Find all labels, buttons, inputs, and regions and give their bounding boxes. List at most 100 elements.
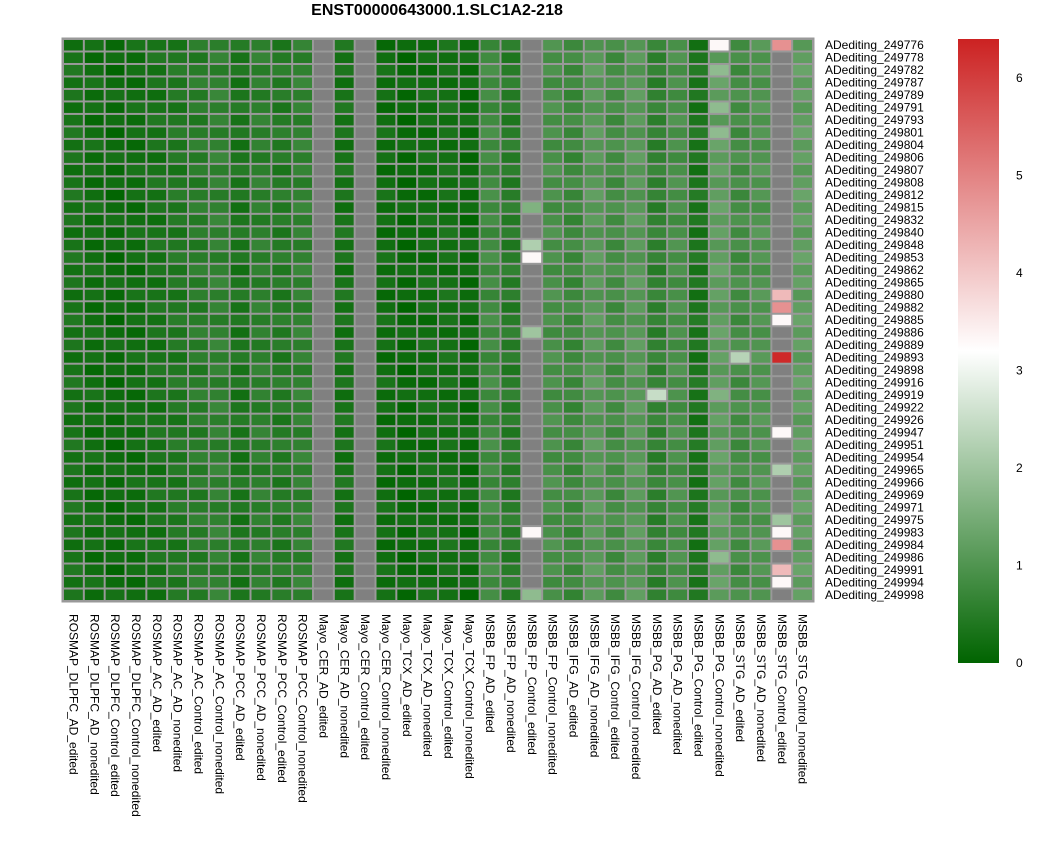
heatmap-cell <box>564 52 583 63</box>
heatmap-cell <box>64 139 83 151</box>
heatmap-cell <box>168 402 187 413</box>
heatmap-cell <box>147 152 167 163</box>
heatmap-cell <box>355 427 375 438</box>
heatmap-cell <box>439 477 458 488</box>
heatmap-cell <box>689 539 708 551</box>
heatmap-cell <box>459 139 479 151</box>
colorbar-tick-label: 2 <box>1016 461 1023 475</box>
heatmap-cell <box>501 52 521 63</box>
heatmap-cell <box>605 177 625 188</box>
heatmap-cell <box>709 427 729 438</box>
heatmap-cell <box>668 277 687 288</box>
heatmap-cell <box>709 277 729 288</box>
heatmap-cell <box>209 152 229 163</box>
heatmap-cell <box>397 239 417 251</box>
heatmap-cell <box>334 202 354 213</box>
row-label: ADediting_249983 <box>825 525 924 539</box>
heatmap-cell <box>314 139 333 151</box>
heatmap-cell <box>522 539 542 551</box>
heatmap-cell <box>522 40 542 51</box>
heatmap-cell <box>251 114 271 126</box>
heatmap-cell <box>689 564 708 576</box>
heatmap-cell <box>543 52 562 63</box>
heatmap-cell <box>584 277 604 288</box>
row-label: ADediting_249880 <box>825 288 924 302</box>
heatmap-cell <box>84 352 104 363</box>
heatmap-cell <box>626 389 646 401</box>
heatmap-cell <box>168 40 187 51</box>
heatmap-cell <box>501 302 521 313</box>
heatmap-cell <box>209 339 229 351</box>
heatmap-cell <box>64 539 83 551</box>
heatmap-cell <box>189 152 208 163</box>
heatmap-cell <box>584 502 604 513</box>
heatmap-cell <box>376 527 396 538</box>
heatmap-cell <box>605 514 625 526</box>
heatmap-cell <box>647 427 667 438</box>
heatmap-cell <box>84 314 104 326</box>
heatmap-cell <box>105 64 125 76</box>
heatmap-cell <box>126 177 146 188</box>
heatmap-cell <box>84 552 104 563</box>
heatmap-cell <box>84 414 104 426</box>
heatmap-cell <box>209 514 229 526</box>
heatmap-cell <box>647 139 667 151</box>
heatmap-cell <box>126 439 146 451</box>
heatmap-cell <box>355 302 375 313</box>
heatmap-cell <box>105 477 125 488</box>
heatmap-cell <box>647 414 667 426</box>
heatmap-cell <box>647 527 667 538</box>
heatmap-cell <box>209 89 229 101</box>
heatmap-cell <box>668 152 687 163</box>
heatmap-cell <box>126 352 146 363</box>
heatmap-cell <box>209 277 229 288</box>
heatmap-cell <box>522 502 542 513</box>
heatmap-cell <box>272 102 292 113</box>
heatmap-cell <box>584 339 604 351</box>
heatmap-cell <box>355 439 375 451</box>
heatmap-cell <box>355 389 375 401</box>
heatmap-cell <box>543 339 562 351</box>
heatmap-cell <box>647 202 667 213</box>
heatmap-cell <box>147 177 167 188</box>
heatmap-cell <box>772 152 792 163</box>
heatmap-cell <box>314 277 333 288</box>
heatmap-cell <box>64 402 83 413</box>
heatmap-cell <box>772 189 792 201</box>
heatmap-cell <box>689 127 708 138</box>
heatmap-cell <box>397 152 417 163</box>
heatmap-cell <box>418 202 437 213</box>
heatmap-cell <box>793 264 812 276</box>
heatmap-cell <box>189 539 208 551</box>
heatmap-cell <box>543 502 562 513</box>
heatmap-cell <box>376 364 396 376</box>
heatmap-cell <box>209 539 229 551</box>
heatmap-cell <box>439 139 458 151</box>
heatmap-cell <box>626 202 646 213</box>
heatmap-cell <box>314 289 333 301</box>
heatmap-cell <box>418 302 437 313</box>
heatmap-cell <box>230 327 250 338</box>
heatmap-cell <box>647 52 667 63</box>
heatmap-cell <box>147 402 167 413</box>
heatmap-cell <box>709 302 729 313</box>
heatmap-cell <box>105 152 125 163</box>
heatmap-cell <box>459 577 479 588</box>
heatmap-cell <box>64 439 83 451</box>
heatmap-cell <box>272 402 292 413</box>
heatmap-cell <box>397 439 417 451</box>
heatmap-cell <box>480 327 500 338</box>
heatmap-cell <box>605 152 625 163</box>
heatmap-cell <box>439 64 458 76</box>
heatmap-cell <box>314 89 333 101</box>
heatmap-cell <box>126 202 146 213</box>
heatmap-cell <box>543 352 562 363</box>
heatmap-cell <box>439 40 458 51</box>
heatmap-cell <box>105 77 125 88</box>
heatmap-cell <box>543 64 562 76</box>
row-label: ADediting_249804 <box>825 138 924 152</box>
heatmap-cell <box>751 289 771 301</box>
heatmap-cell <box>84 589 104 600</box>
heatmap-cell <box>209 577 229 588</box>
heatmap-cell <box>189 589 208 600</box>
